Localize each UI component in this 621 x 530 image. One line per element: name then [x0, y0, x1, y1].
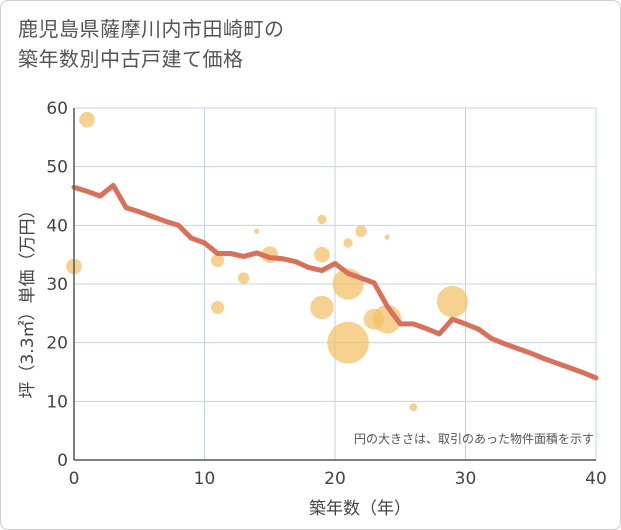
bubble-point-18 — [436, 286, 469, 318]
average-price-line — [71, 182, 599, 381]
x-tick-label-0: 0 — [69, 469, 80, 489]
y-tick-label-5: 50 — [46, 158, 68, 178]
y-tick-label-0: 0 — [57, 451, 68, 471]
bubble-point-17 — [409, 403, 418, 412]
bubble-point-15 — [384, 234, 390, 240]
tick-labels: 0 10 20 30 40 0 10 20 30 40 50 60 — [46, 99, 606, 489]
bubble-point-9 — [310, 295, 334, 320]
axes — [73, 108, 596, 461]
y-tick-label-4: 40 — [46, 216, 68, 236]
x-tick-label-1: 10 — [194, 469, 216, 489]
bubble-point-12 — [327, 321, 369, 364]
x-axis-label: 築年数（年） — [309, 499, 411, 519]
x-tick-label-2: 20 — [324, 469, 346, 489]
bubble-point-2 — [211, 254, 225, 268]
chart-title-line-2: 築年数別中古戸建て価格 — [18, 47, 244, 71]
bubble-point-13 — [355, 225, 367, 237]
average-line-series — [71, 182, 599, 381]
bubble-point-10 — [343, 238, 353, 248]
y-tick-label-6: 60 — [46, 99, 68, 119]
bubble-point-7 — [317, 214, 327, 225]
bubble-point-4 — [237, 272, 250, 284]
y-tick-label-2: 20 — [46, 334, 68, 354]
bubble-point-3 — [211, 300, 225, 314]
x-tick-label-4: 40 — [585, 469, 607, 489]
y-axis-label: 坪（3.3㎡）単価（万円） — [18, 201, 38, 398]
y-tick-label-1: 10 — [46, 392, 68, 412]
chart-title-line-1: 鹿児島県薩摩川内市田崎町の — [18, 17, 285, 41]
x-tick-label-3: 30 — [455, 469, 477, 489]
y-tick-label-3: 30 — [46, 275, 68, 295]
bubble-size-note: 円の大きさは、取引のあった物件面積を示す — [354, 431, 594, 446]
bubble-point-1 — [79, 111, 95, 128]
bubble-point-8 — [314, 246, 330, 263]
bubble-series — [66, 111, 469, 412]
bubble-point-5 — [254, 228, 260, 234]
chart-title: 鹿児島県薩摩川内市田崎町の 築年数別中古戸建て価格 — [18, 14, 285, 74]
